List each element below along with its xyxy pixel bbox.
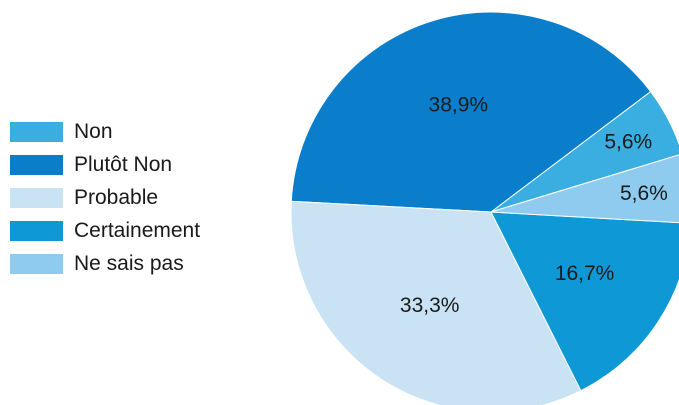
legend-label: Plutôt Non — [74, 153, 173, 176]
slice-label: 38,9% — [429, 93, 489, 116]
legend-swatch — [10, 254, 63, 274]
legend-label: Probable — [74, 186, 159, 209]
legend-swatch — [10, 188, 63, 208]
pie-slice-certainement — [490, 211, 679, 392]
pie-slice-plut-t-non — [290, 11, 652, 213]
slice-label: 5,6% — [604, 131, 652, 154]
pie-slice-probable — [290, 200, 582, 405]
legend-swatch — [10, 221, 63, 241]
legend-swatch — [10, 155, 63, 175]
slice-label: 33,3% — [400, 294, 460, 317]
slice-label: 16,7% — [555, 262, 615, 285]
legend-label: Certainement — [74, 219, 201, 242]
legend-label: Ne sais pas — [74, 252, 184, 275]
legend-swatch — [10, 122, 63, 142]
pie-slice-ne-sais-pas — [490, 154, 679, 224]
slice-label: 5,6% — [620, 182, 668, 205]
legend-label: Non — [74, 120, 113, 143]
